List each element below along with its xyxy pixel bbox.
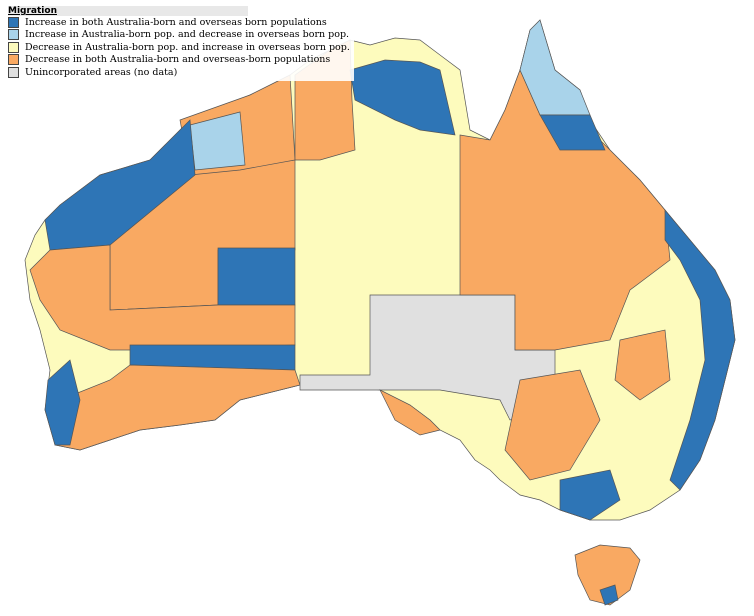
- legend-swatch: [8, 41, 19, 53]
- legend-label: Decrease in Australia-born pop. and incr…: [25, 41, 350, 53]
- legend-label: Increase in Australia-born pop. and decr…: [25, 29, 350, 41]
- legend-swatch: [8, 29, 19, 41]
- legend-swatch: [8, 66, 19, 78]
- legend-item: Decrease in both Australia-born and over…: [8, 54, 350, 67]
- legend-label: Decrease in both Australia-born and over…: [25, 54, 331, 66]
- region: [349, 59, 456, 136]
- legend-title: Migration: [8, 6, 248, 16]
- legend-label: Unincorporated areas (no data): [25, 66, 178, 78]
- legend-item: Increase in both Australia-born and over…: [8, 16, 350, 29]
- region: [379, 389, 441, 436]
- legend-item: Increase in Australia-born pop. and decr…: [8, 29, 350, 42]
- region: [44, 359, 81, 446]
- region: [614, 329, 671, 401]
- legend-item: Unincorporated areas (no data): [8, 66, 350, 79]
- legend: Migration Increase in both Australia-bor…: [4, 4, 354, 81]
- region: [664, 209, 736, 491]
- tasmania: [574, 544, 641, 606]
- region: [599, 584, 619, 606]
- region: [217, 247, 296, 306]
- region: [504, 369, 601, 481]
- region: [539, 114, 606, 151]
- region: [559, 469, 621, 521]
- legend-swatch: [8, 16, 19, 28]
- legend-label: Increase in both Australia-born and over…: [25, 16, 327, 28]
- legend-swatch: [8, 54, 19, 66]
- legend-item: Decrease in Australia-born pop. and incr…: [8, 41, 350, 54]
- legend-items: Increase in both Australia-born and over…: [8, 16, 350, 79]
